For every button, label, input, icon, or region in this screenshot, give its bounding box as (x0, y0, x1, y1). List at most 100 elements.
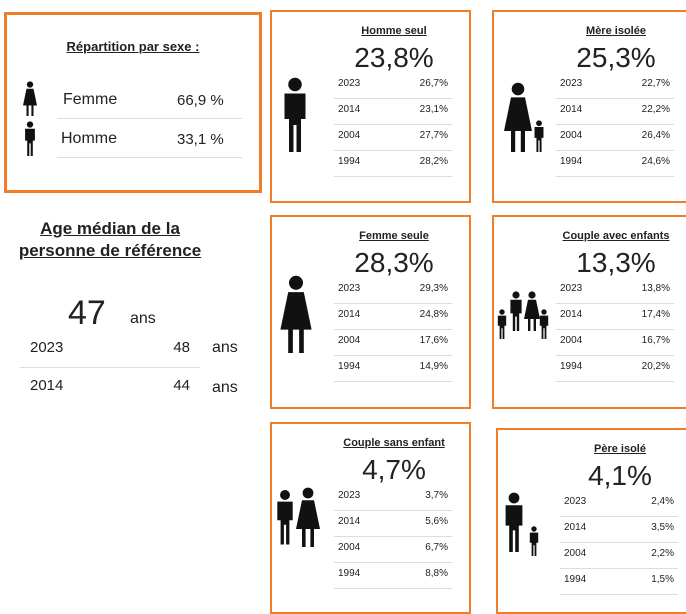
row-value: 1,5% (651, 574, 674, 585)
row-year: 2004 (560, 130, 583, 141)
person-icon (497, 291, 549, 339)
card-row: 2014 17,4% (556, 305, 674, 330)
row-year: 2023 (560, 283, 583, 294)
card-row: 2023 26,7% (334, 74, 452, 99)
card-row: 1994 20,2% (556, 357, 674, 382)
card-value: 4,1% (588, 460, 652, 491)
card-title: Père isolé (594, 443, 646, 455)
person-icon (277, 487, 320, 547)
row-year: 2023 (338, 490, 361, 501)
card-title: Couple sans enfant (343, 437, 445, 449)
card-value: 13,3% (576, 247, 656, 278)
person (539, 309, 549, 339)
median-row-unit: ans (212, 379, 238, 396)
person-icon (505, 492, 539, 556)
card-row: 2014 22,2% (556, 100, 674, 125)
row-value: 23,1% (419, 104, 448, 115)
person (277, 490, 293, 545)
card-row: 1994 8,8% (334, 564, 452, 589)
card-row: 1994 24,6% (556, 152, 674, 177)
row-value: 8,8% (425, 568, 448, 579)
row-value: 16,7% (641, 335, 670, 346)
row-value: 22,2% (641, 104, 670, 115)
row-year: 1994 (338, 361, 361, 372)
card-value: 23,8% (354, 42, 434, 73)
card-title: Mère isolée (586, 25, 646, 37)
row-year: 2004 (338, 335, 361, 346)
card-row: 2004 2,2% (560, 544, 678, 569)
person (296, 487, 320, 547)
median-title-line: Age médian de la (40, 219, 180, 238)
row-year: 2023 (338, 283, 361, 294)
row-value: 26,7% (419, 78, 448, 89)
row-value: 3,5% (651, 522, 674, 533)
row-value: 14,9% (419, 361, 448, 372)
median-title-line: personne de référence (18, 241, 202, 260)
row-value: 3,7% (425, 490, 448, 501)
sex-box: Répartition par sexe : Femme 66,9 % Homm… (4, 12, 262, 193)
row-year: 2014 (560, 309, 583, 320)
card-row: 2023 2,4% (560, 492, 678, 517)
card-row: 2014 5,6% (334, 512, 452, 537)
row-year: 2014 (338, 516, 361, 527)
card: Mère isolée 25,3% 2023 22,7% 2014 22,2% 2004 26… (492, 10, 686, 203)
row-year: 1994 (338, 156, 361, 167)
card-value: 25,3% (576, 42, 656, 73)
separator (57, 118, 242, 119)
person (510, 291, 522, 331)
card-row: 2014 23,1% (334, 100, 452, 125)
row-year: 2023 (564, 496, 587, 507)
row-year: 1994 (338, 568, 361, 579)
row-year: 2004 (564, 548, 587, 559)
card-row: 2023 22,7% (556, 74, 674, 99)
card-row: 2023 13,8% (556, 279, 674, 304)
card-row: 2004 17,6% (334, 331, 452, 356)
row-value: 20,2% (641, 361, 670, 372)
card: Femme seule 28,3% 2023 29,3% 2014 24,8% 2004 17… (270, 215, 471, 409)
row-value: 2,2% (651, 548, 674, 559)
card: Couple avec enfants 13,3% 2023 13,8% 2014 17,… (492, 215, 686, 409)
card: Homme seul 23,8% 2023 26,7% 2014 23,1% 2004 27,… (270, 10, 471, 203)
card-row: 2023 29,3% (334, 279, 452, 304)
row-value: 17,4% (641, 309, 670, 320)
person (505, 492, 523, 552)
row-value: 22,7% (641, 78, 670, 89)
separator (57, 157, 242, 158)
row-year: 2004 (338, 542, 361, 553)
separator (20, 367, 200, 368)
card-value: 4,7% (362, 454, 426, 485)
card-row: 2004 6,7% (334, 538, 452, 563)
card: Couple sans enfant 4,7% 2023 3,7% 2014 5,6% 20… (270, 422, 471, 614)
row-year: 2004 (560, 335, 583, 346)
person (280, 275, 312, 353)
sex-value: 33,1 % (177, 131, 224, 148)
median-row-value: 48 (173, 339, 190, 356)
person (284, 77, 306, 152)
row-value: 27,7% (419, 130, 448, 141)
row-year: 2023 (560, 78, 583, 89)
row-value: 24,8% (419, 309, 448, 320)
row-year: 2014 (560, 104, 583, 115)
row-year: 1994 (560, 361, 583, 372)
person-icon (284, 77, 306, 152)
sex-label: Femme (63, 91, 118, 108)
median-year: 2014 (30, 377, 64, 394)
row-year: 2023 (338, 78, 361, 89)
card-value: 28,3% (354, 247, 434, 278)
card-row: 2004 26,4% (556, 126, 674, 151)
card: Père isolé 4,1% 2023 2,4% 2014 3,5% 2004 2,2% 19… (496, 428, 686, 614)
median-year: 2023 (30, 339, 64, 356)
person (504, 82, 532, 152)
card-row: 2014 3,5% (560, 518, 678, 543)
median-row-value: 44 (173, 377, 190, 394)
row-value: 26,4% (641, 130, 670, 141)
row-value: 29,3% (419, 283, 448, 294)
sex-label: Homme (61, 130, 118, 147)
card-title: Homme seul (361, 25, 427, 37)
row-value: 6,7% (425, 542, 448, 553)
median-row-unit: ans (212, 339, 238, 356)
median-unit: ans (130, 310, 156, 327)
card-row: 2004 16,7% (556, 331, 674, 356)
card-row: 2014 24,8% (334, 305, 452, 330)
row-year: 2014 (564, 522, 587, 533)
